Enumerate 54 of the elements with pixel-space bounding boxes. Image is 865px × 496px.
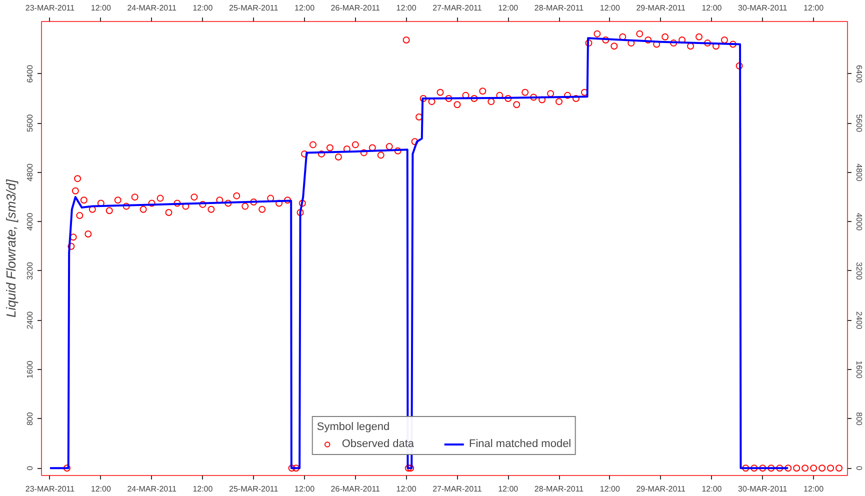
x-tick-label: 27-MAR-2011 bbox=[432, 4, 482, 12]
y-tick-label: 3200 bbox=[26, 262, 34, 280]
x-tick-label: 24-MAR-2011 bbox=[127, 4, 177, 12]
x-tick-label: 30-MAR-2011 bbox=[738, 4, 788, 12]
x2-tick-label: 25-MAR-2011 bbox=[229, 484, 279, 494]
y-tick-label: 5600 bbox=[26, 114, 34, 132]
x2-tick-label: 24-MAR-2011 bbox=[127, 484, 177, 494]
y-tick-label: 4800 bbox=[26, 162, 34, 182]
x2-tick-label: 12:00 bbox=[396, 484, 417, 494]
y-tick-label: 4000 bbox=[26, 212, 34, 231]
y2-tick-label: 0 bbox=[854, 466, 864, 471]
x2-tick-label: 12:00 bbox=[804, 484, 824, 494]
x2-tick-label: 30-MAR-2011 bbox=[738, 484, 788, 494]
legend-label: Final matched model bbox=[469, 438, 572, 450]
x2-tick-label: 12:00 bbox=[702, 484, 722, 494]
x2-tick-label: 12:00 bbox=[498, 484, 519, 494]
x-tick-label: 26-MAR-2011 bbox=[330, 4, 381, 12]
y2-tick-label: 4800 bbox=[854, 164, 864, 182]
x2-tick-label: 28-MAR-2011 bbox=[534, 484, 584, 494]
y2-tick-label: 4000 bbox=[854, 212, 864, 232]
y-tick-label: 2400 bbox=[26, 310, 34, 330]
x-tick-label: 25-MAR-2011 bbox=[229, 4, 279, 12]
y2-tick-label: 800 bbox=[854, 412, 864, 426]
x-tick-label: 12:00 bbox=[804, 4, 824, 12]
x-tick-label: 12:00 bbox=[702, 4, 722, 12]
y-tick-label: 0 bbox=[26, 465, 34, 470]
y-axis-title: Liquid Flowrate, [sm3/d] bbox=[4, 179, 18, 318]
x2-tick-label: 27-MAR-2011 bbox=[432, 484, 482, 494]
y2-tick-label: 5600 bbox=[854, 114, 864, 133]
x-tick-label: 12:00 bbox=[600, 4, 621, 12]
legend-label: Observed data bbox=[342, 438, 414, 450]
x-tick-label: 12:00 bbox=[192, 4, 214, 12]
x2-tick-label: 26-MAR-2011 bbox=[330, 484, 381, 494]
x2-tick-label: 12:00 bbox=[192, 484, 214, 494]
x-tick-label: 29-MAR-2011 bbox=[636, 4, 686, 12]
x2-tick-label: 23-MAR-2011 bbox=[25, 484, 76, 494]
x2-tick-label: 12:00 bbox=[90, 484, 112, 494]
x-tick-label: 12:00 bbox=[396, 4, 417, 12]
legend-title: Symbol legend bbox=[316, 421, 391, 433]
y2-tick-label: 1600 bbox=[854, 360, 864, 379]
x-tick-label: 28-MAR-2011 bbox=[534, 4, 584, 12]
y-tick-label: 1600 bbox=[26, 360, 34, 378]
x-tick-label: 12:00 bbox=[90, 4, 112, 12]
y2-tick-label: 2400 bbox=[854, 311, 864, 330]
x-tick-label: 12:00 bbox=[294, 4, 316, 12]
y-tick-label: 800 bbox=[26, 412, 34, 426]
x-tick-label: 23-MAR-2011 bbox=[25, 4, 76, 12]
y2-tick-label: 3200 bbox=[854, 262, 864, 280]
x-tick-label: 12:00 bbox=[498, 4, 519, 12]
y-tick-label: 6400 bbox=[26, 64, 34, 83]
y2-tick-label: 6400 bbox=[854, 64, 864, 84]
x2-tick-label: 12:00 bbox=[294, 484, 316, 494]
x2-tick-label: 29-MAR-2011 bbox=[636, 484, 686, 494]
x2-tick-label: 12:00 bbox=[600, 484, 621, 494]
